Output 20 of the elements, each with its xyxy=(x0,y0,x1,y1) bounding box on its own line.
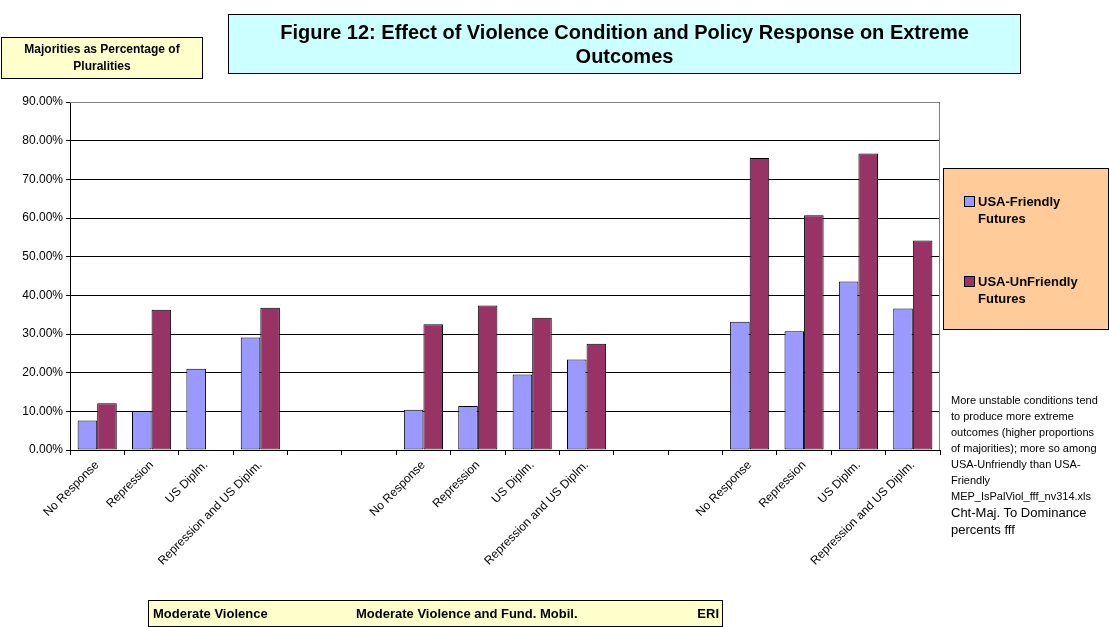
text: ERI xyxy=(697,606,719,621)
chart-title: Figure 12: Effect of Violence Condition and Policy Response on Extreme Outcomes xyxy=(228,14,1021,74)
y-tick-label: 60.00% xyxy=(22,210,64,225)
text: Cht-Maj. To Dominance percents fff xyxy=(951,504,1088,538)
legend-label: USA-Friendly Futures xyxy=(978,193,1062,227)
text: More unstable conditions tend to produce more extreme outcomes (higher proportions of majorities); more so among USA-Unfriendly than USA-Friendly xyxy=(951,393,1099,488)
y-tick-label: 0.00% xyxy=(28,442,64,457)
y-axis-title: Majorities as Percentage of Pluralities xyxy=(1,37,203,79)
y-tick-label: 50.00% xyxy=(22,248,64,263)
legend-label: USA-UnFriendly Futures xyxy=(978,273,1079,307)
y-tick-label: 40.00% xyxy=(22,287,64,302)
y-tick-label: 80.00% xyxy=(22,132,64,147)
y-tick-label: 10.00% xyxy=(22,403,64,418)
y-tick-label: 70.00% xyxy=(22,171,64,186)
y-tick-label: 20.00% xyxy=(22,364,64,379)
text: Moderate Violence and Fund. Mobil. xyxy=(356,606,578,621)
text: MEP_IsPalViol_fff_nv314.xls xyxy=(951,489,1093,504)
y-tick-label: 90.00% xyxy=(22,94,64,109)
text: Moderate Violence xyxy=(153,606,268,621)
y-tick-label: 30.00% xyxy=(22,326,64,341)
